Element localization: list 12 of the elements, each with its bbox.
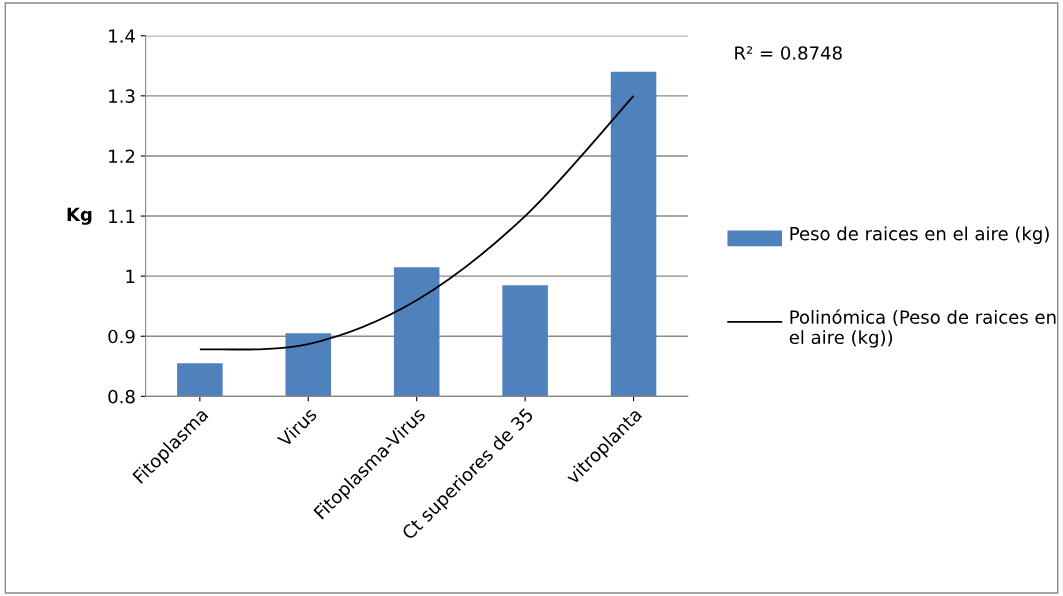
legend-label: Peso de raices en el aire (kg)	[790, 226, 1049, 244]
y-axis-title: Kg	[67, 207, 92, 225]
y-tick-label: 1.3	[109, 89, 135, 103]
y-tick-label: 1.4	[109, 29, 135, 43]
text: R² = 0.8748	[735, 46, 842, 60]
y-tick-label: 1.1	[109, 209, 135, 223]
y-tick-label: 0.9	[108, 329, 135, 344]
y-tick-label: 1.2	[109, 149, 135, 163]
line-series	[198, 94, 635, 351]
legend-label: Polinómica (Peso de raices en el aire (kg))	[789, 309, 1056, 348]
y-tick-label: 0.8	[108, 389, 135, 404]
y-tick-label: 1	[126, 269, 135, 284]
